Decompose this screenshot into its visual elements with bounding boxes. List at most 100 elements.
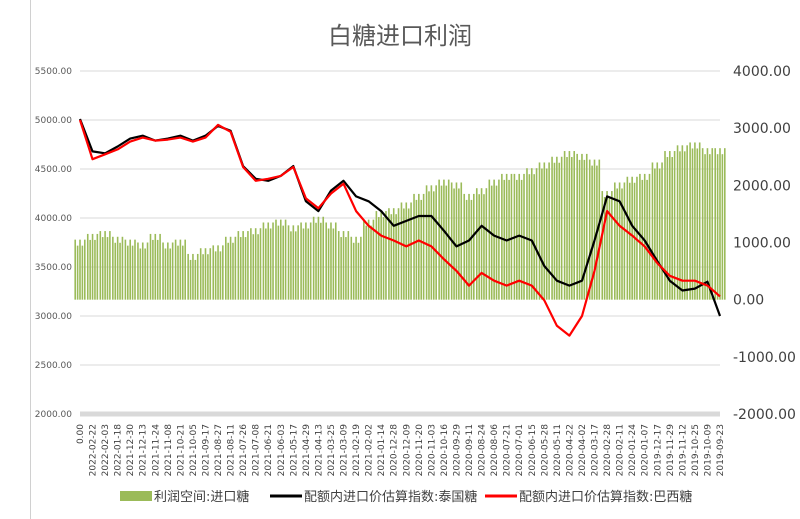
right-tick-label: -1000.00 xyxy=(733,350,796,366)
profit-bar xyxy=(86,233,89,300)
profit-bar xyxy=(709,154,711,300)
profit-bar xyxy=(171,242,174,300)
profit-bar xyxy=(520,179,523,300)
profit-bar xyxy=(558,162,561,300)
profit-bar xyxy=(94,239,96,300)
profit-bar xyxy=(400,202,403,300)
profit-bar xyxy=(681,145,684,300)
profit-bar xyxy=(177,245,179,300)
x-tick-label: 2020-01-24 xyxy=(628,424,638,477)
profit-bar xyxy=(375,211,378,300)
profit-bar xyxy=(179,239,182,300)
x-tick-label: 2021-10-05 xyxy=(189,424,199,476)
profit-bar xyxy=(116,236,119,300)
legend-label: 配额内进口价估算指数:泰国糖 xyxy=(304,489,477,505)
profit-bar xyxy=(79,239,81,300)
x-tick-label: 2022-01-18 xyxy=(114,424,124,477)
x-tick-label: 2020-02-28 xyxy=(603,424,613,477)
profit-bar xyxy=(252,234,255,300)
profit-bar xyxy=(543,162,546,300)
profit-bar xyxy=(367,219,370,300)
x-tick-label: 2020-09-11 xyxy=(465,424,475,476)
profit-bar xyxy=(187,253,189,300)
profit-bar xyxy=(528,174,531,300)
profit-bar xyxy=(510,173,513,300)
profit-bar xyxy=(345,237,347,300)
profit-bar xyxy=(352,242,355,300)
profit-bar xyxy=(686,145,688,300)
profit-bar xyxy=(284,219,287,300)
profit-bar xyxy=(159,233,161,300)
profit-bar xyxy=(425,185,428,300)
profit-bar xyxy=(209,248,212,300)
profit-bar xyxy=(340,237,342,300)
profit-bar xyxy=(530,168,533,300)
profit-bar xyxy=(654,168,656,300)
profit-bar xyxy=(651,162,654,300)
profit-bar xyxy=(432,191,435,300)
profit-bar xyxy=(626,176,629,300)
left-tick-label: 3500.00 xyxy=(35,263,72,273)
right-tick-label: 2000.00 xyxy=(733,178,791,194)
profit-bar xyxy=(167,242,169,300)
profit-bar xyxy=(207,254,209,300)
profit-bar xyxy=(196,253,199,300)
profit-bar xyxy=(76,245,79,300)
profit-bar xyxy=(714,148,716,300)
profit-bar xyxy=(350,236,353,300)
profit-bar xyxy=(460,182,463,300)
left-tick-label: 5500.00 xyxy=(35,67,72,77)
x-tick-label: 2021-01-14 xyxy=(377,424,387,477)
profit-bar xyxy=(724,148,726,300)
profit-bar xyxy=(234,236,237,300)
profit-bar xyxy=(583,159,586,300)
profit-bar xyxy=(382,217,385,300)
x-tick-label: 2020-07-21 xyxy=(503,424,513,476)
profit-bar xyxy=(465,199,468,300)
profit-bar xyxy=(516,179,518,300)
x-tick-label: 2021-04-29 xyxy=(302,424,312,477)
profit-bar xyxy=(315,222,317,300)
right-tick-label: 0.00 xyxy=(733,293,764,309)
profit-bar xyxy=(673,151,676,300)
x-tick-label: 2020-02-11 xyxy=(616,424,626,476)
profit-bar xyxy=(305,222,307,300)
profit-bar xyxy=(126,245,129,300)
x-tick-label: 2020-12-09 xyxy=(402,424,412,477)
profit-bar xyxy=(300,222,302,300)
x-tick-label: 2021-12-13 xyxy=(139,424,149,476)
profit-bar xyxy=(438,179,440,300)
profit-bar xyxy=(119,242,121,300)
profit-bar xyxy=(576,153,578,300)
profit-bar xyxy=(415,199,418,300)
x-tick-label: 2021-05-17 xyxy=(289,424,299,476)
profit-bar xyxy=(217,245,219,300)
profit-bar xyxy=(332,228,335,300)
x-tick-label: 2021-06-21 xyxy=(264,424,274,476)
profit-bar xyxy=(121,236,124,300)
profit-bar xyxy=(490,185,493,300)
profit-bar xyxy=(275,219,277,300)
profit-bar xyxy=(129,239,131,300)
profit-bar xyxy=(262,222,265,300)
x-tick-label: 2021-12-30 xyxy=(126,424,136,477)
profit-bar xyxy=(114,242,117,300)
profit-bar xyxy=(392,208,395,300)
profit-bar xyxy=(447,179,450,300)
profit-bar xyxy=(74,239,76,300)
profit-bar xyxy=(267,222,270,300)
profit-bar xyxy=(535,168,538,300)
profit-bar xyxy=(141,242,144,300)
profit-bar xyxy=(556,156,558,300)
x-tick-label: 2020-05-28 xyxy=(540,424,550,477)
profit-bar xyxy=(545,168,548,300)
x-tick-label: 2021-03-09 xyxy=(340,424,350,477)
profit-bar xyxy=(242,231,244,300)
right-tick-label: -2000.00 xyxy=(733,407,796,423)
left-tick-label: 2500.00 xyxy=(35,361,72,371)
profit-bar xyxy=(478,194,480,300)
profit-bar xyxy=(443,179,445,300)
profit-bar xyxy=(473,193,475,300)
chart-frame xyxy=(30,0,800,519)
